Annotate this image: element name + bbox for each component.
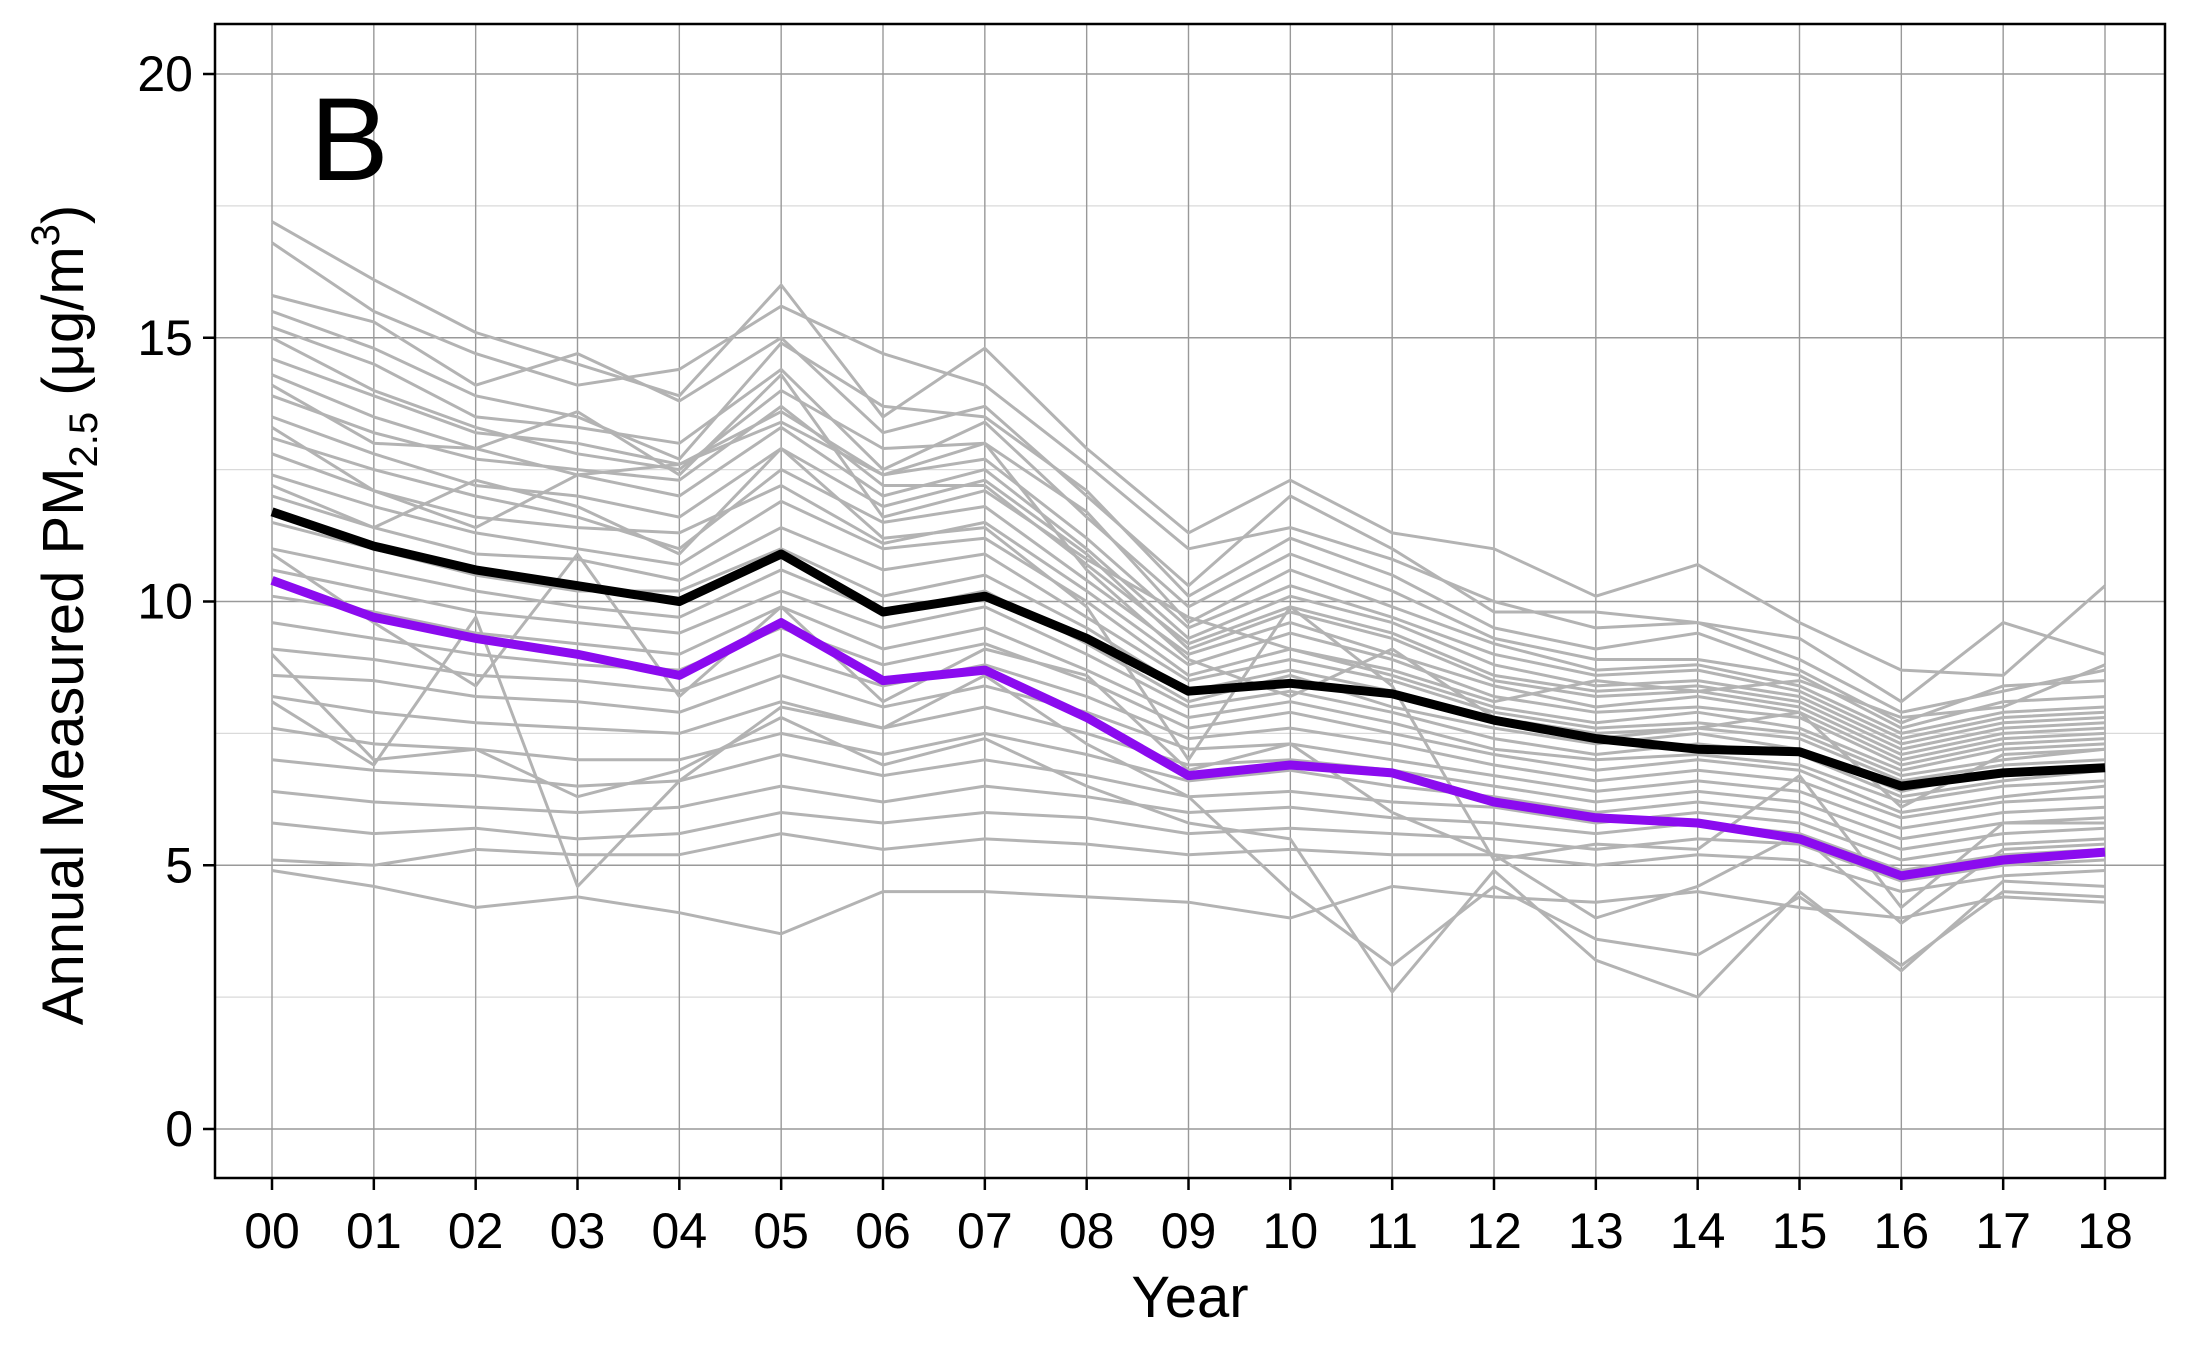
x-tick-label: 17 — [1975, 1203, 2031, 1259]
site-series-line — [271, 357, 2106, 741]
site-series-line — [271, 394, 2106, 751]
x-tick-label: 02 — [448, 1203, 504, 1259]
y-tick-label: 5 — [165, 837, 193, 893]
x-axis: 00 01 02 03 04 05 06 07 08 09 10 11 12 13 14 15 16 17 18 — [244, 1178, 2133, 1259]
panel-label: B — [310, 74, 389, 206]
purple-summary-line — [270, 576, 2106, 881]
site-series-line — [271, 695, 2106, 841]
site-series-line — [271, 869, 2106, 936]
y-axis-title: Annual Measured PM2.5 (μg/m3) — [24, 205, 106, 1025]
y-axis-title-superscript: 3 — [24, 224, 68, 246]
site-series-line — [271, 473, 2106, 772]
site-series-line — [271, 811, 2106, 883]
x-tick-label: 01 — [346, 1203, 402, 1259]
site-series-line — [271, 552, 2106, 925]
x-tick-label: 16 — [1874, 1203, 1930, 1259]
site-series-line — [271, 373, 2106, 719]
x-tick-label: 05 — [753, 1203, 809, 1259]
site-series-line — [271, 621, 2106, 814]
site-series-line — [271, 494, 2106, 778]
x-tick-label: 10 — [1263, 1203, 1319, 1259]
site-series-line — [271, 309, 2106, 725]
site-series-line — [271, 726, 2106, 851]
site-series-line — [271, 294, 2106, 714]
x-tick-label: 18 — [2077, 1203, 2133, 1259]
x-tick-label: 09 — [1161, 1203, 1217, 1259]
x-tick-label: 00 — [244, 1203, 300, 1259]
y-tick-label: 10 — [137, 574, 193, 630]
y-tick-label: 15 — [137, 310, 193, 366]
x-tick-label: 03 — [550, 1203, 606, 1259]
x-tick-label: 13 — [1568, 1203, 1624, 1259]
y-axis-title-close: ) — [31, 205, 96, 224]
site-series-line — [271, 647, 2106, 820]
site-series-line — [271, 447, 2105, 909]
x-tick-label: 15 — [1772, 1203, 1828, 1259]
x-tick-label: 07 — [957, 1203, 1013, 1259]
y-axis-title-subscript: 2.5 — [62, 412, 106, 468]
x-axis-title: Year — [1131, 1265, 1248, 1330]
site-series-line — [271, 594, 2106, 804]
site-series-line — [271, 241, 2106, 704]
x-tick-label: 14 — [1670, 1203, 1726, 1259]
site-series-line — [271, 420, 2106, 809]
site-series-line — [271, 415, 2106, 756]
x-tick-label: 04 — [652, 1203, 708, 1259]
summary-series-group — [270, 507, 2106, 881]
y-tick-label: 20 — [137, 46, 193, 102]
site-series-line — [271, 832, 2106, 894]
y-axis: 0 5 10 15 20 — [137, 46, 215, 1157]
black-summary-line — [270, 507, 2106, 791]
site-series-line — [271, 220, 2106, 677]
site-series-line — [271, 325, 2106, 730]
x-tick-label: 06 — [855, 1203, 911, 1259]
site-series-line — [271, 673, 2106, 830]
x-tick-label: 08 — [1059, 1203, 1115, 1259]
x-tick-label: 12 — [1466, 1203, 1522, 1259]
x-tick-label: 11 — [1366, 1203, 1418, 1259]
site-series-line — [271, 336, 2106, 735]
site-series-line — [271, 452, 2106, 767]
site-series-line — [271, 615, 2106, 967]
y-tick-label: 0 — [165, 1101, 193, 1157]
y-axis-title-unit: (μg/m — [31, 246, 96, 412]
site-series-line — [270, 653, 2106, 999]
y-axis-title-prefix: Annual Measured PM — [31, 467, 96, 1025]
